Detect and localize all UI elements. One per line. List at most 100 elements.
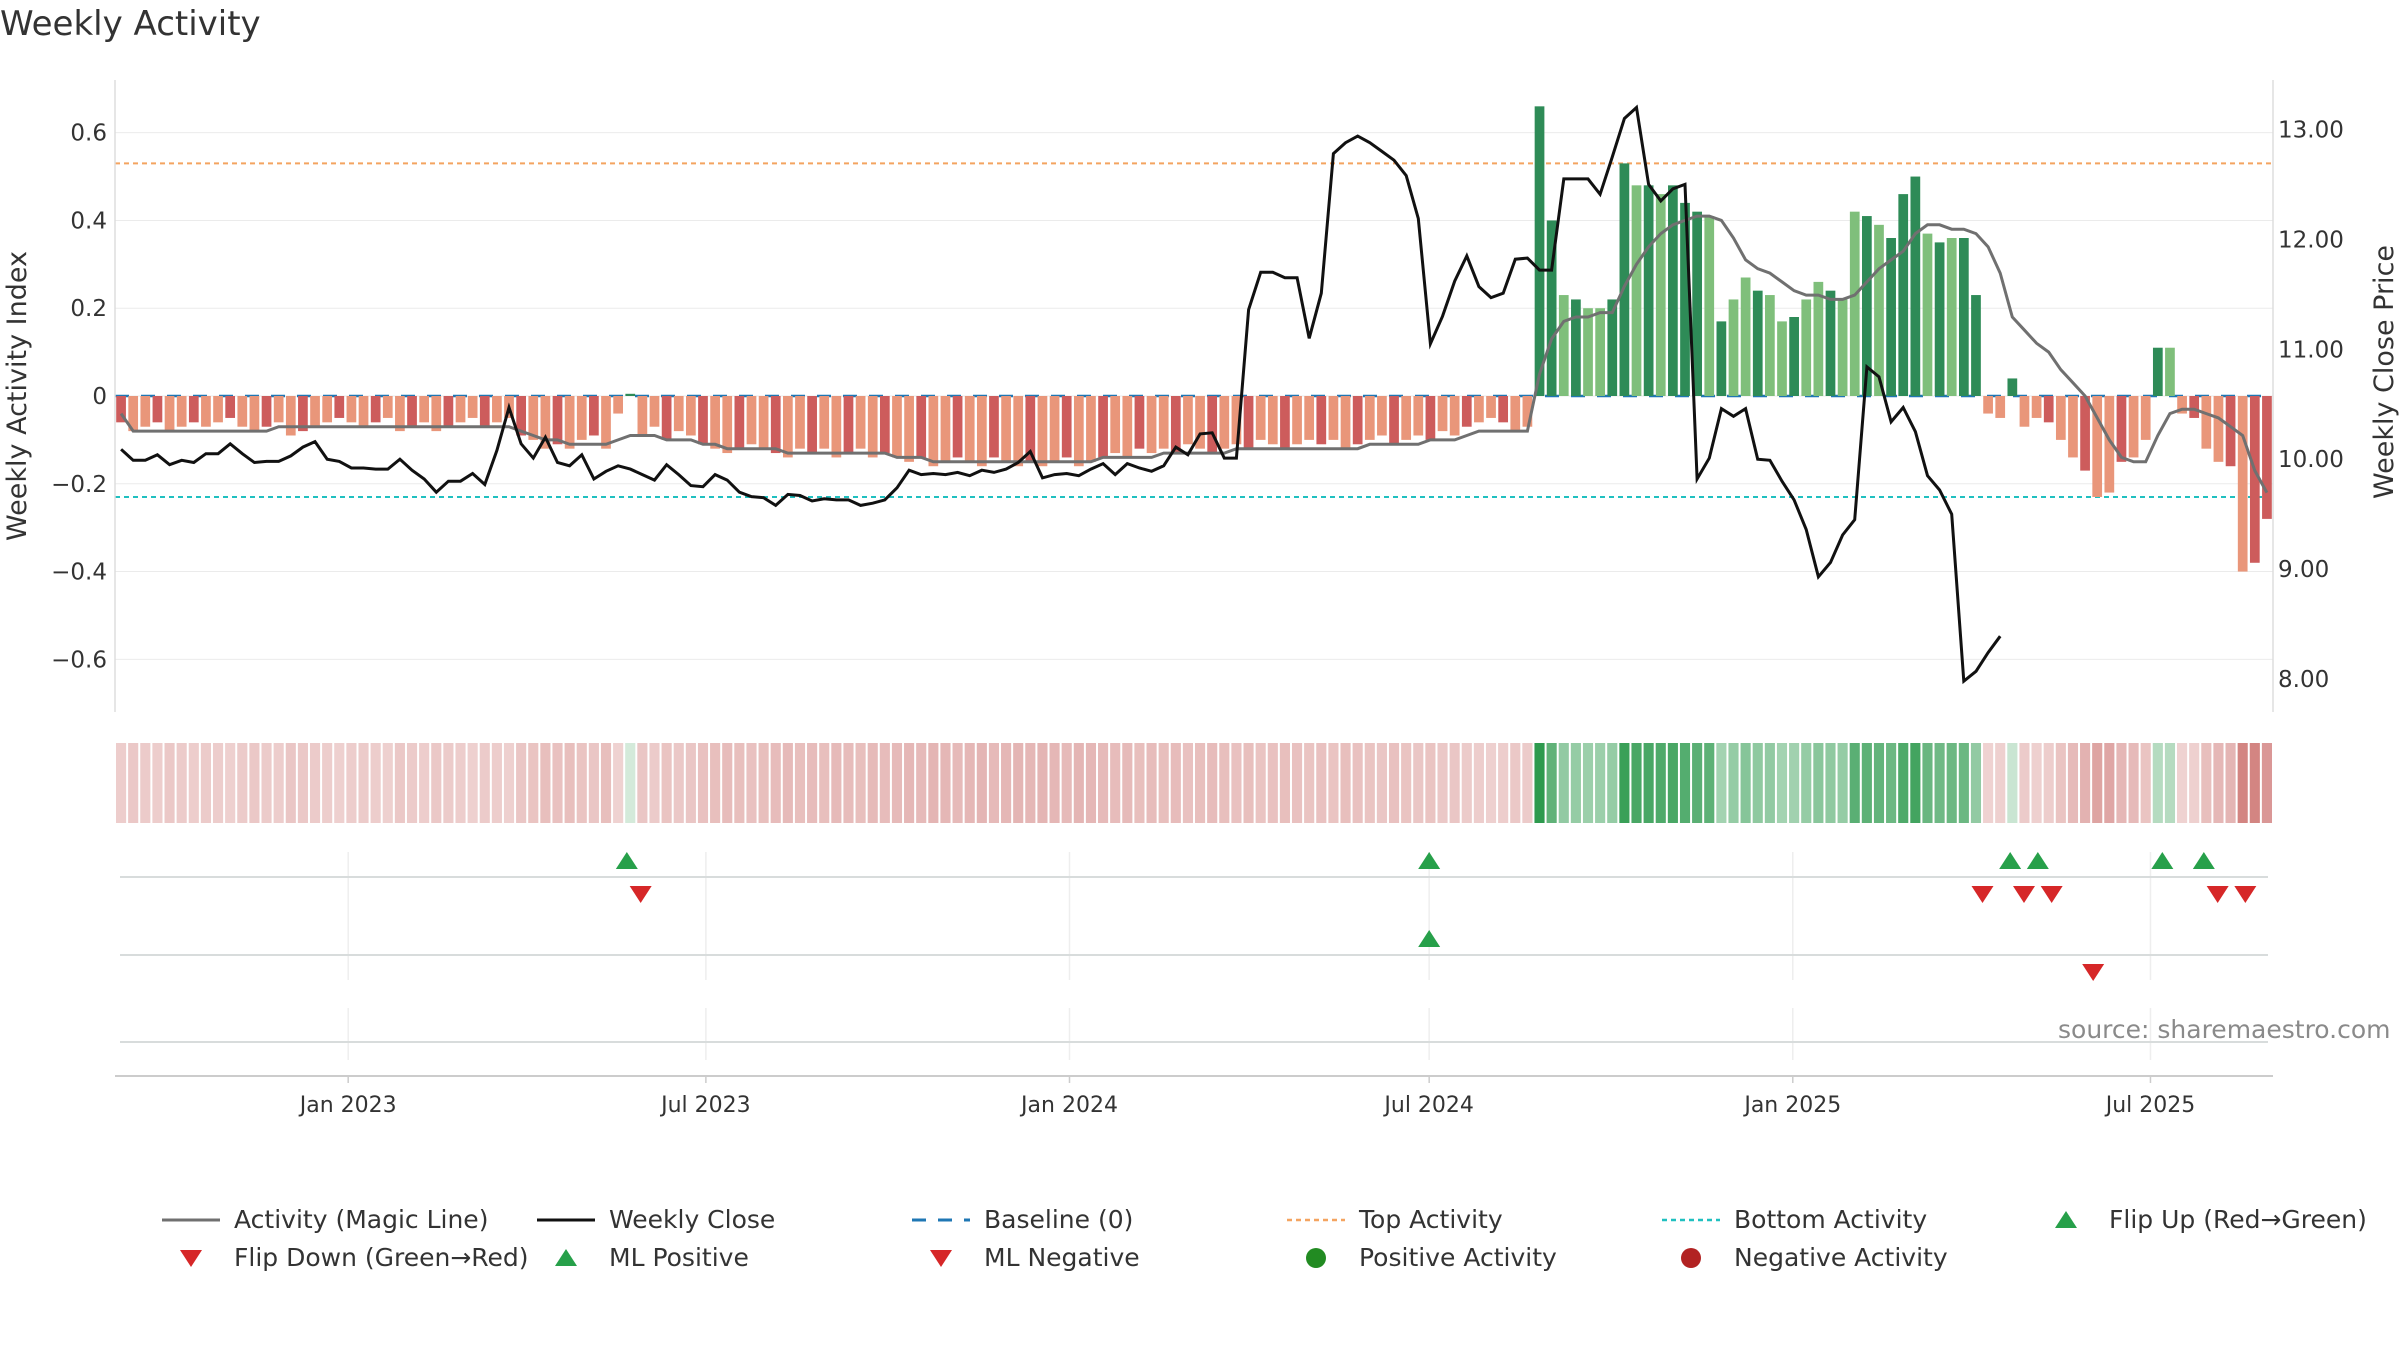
activity-strip-cell: [1498, 743, 1509, 823]
legend: Activity (Magic Line) Weekly Close Baselin…: [160, 1205, 2400, 1295]
activity-bar: [1328, 396, 1339, 440]
activity-strip-cell: [1401, 743, 1412, 823]
y2-axis-title: Weekly Close Price: [2369, 245, 2400, 499]
activity-bar: [1049, 396, 1060, 462]
activity-bar: [1183, 396, 1193, 445]
activity-bar: [2152, 347, 2163, 396]
activity-strip-cell: [1061, 743, 1072, 823]
activity-strip-cell: [2043, 743, 2054, 823]
activity-bar: [1352, 396, 1363, 445]
y-tick-label: −0.6: [51, 647, 107, 673]
activity-bar: [1122, 396, 1133, 458]
flip-up-marker: [1418, 852, 1441, 869]
activity-strip-cell: [140, 743, 151, 823]
activity-strip-cell: [455, 743, 466, 823]
activity-strip-cell: [1752, 743, 1763, 823]
activity-bar: [1280, 396, 1290, 449]
activity-strip-cell: [1437, 743, 1448, 823]
activity-bar: [734, 396, 745, 449]
activity-strip-cell: [1813, 743, 1824, 823]
activity-strip-cell: [1485, 743, 1497, 823]
activity-strip-cell: [2104, 743, 2115, 823]
activity-strip-cell: [1983, 743, 1994, 823]
activity-bar: [1571, 299, 1581, 396]
activity-bar: [237, 396, 248, 427]
activity-bar: [613, 396, 623, 414]
activity-bar: [164, 396, 175, 432]
activity-bar: [1377, 396, 1387, 436]
activity-bar: [116, 396, 126, 423]
activity-bar: [989, 396, 999, 458]
activity-bar: [770, 396, 781, 454]
activity-strip-cell: [1764, 743, 1775, 823]
activity-strip-cell: [2140, 743, 2151, 823]
triangle-up-green-icon: [535, 1245, 597, 1271]
activity-strip-cell: [212, 743, 224, 823]
circle-green-icon: [1285, 1245, 1347, 1271]
activity-strip-cell: [1898, 743, 1909, 823]
activity-bar: [1001, 396, 1011, 462]
activity-bar: [1789, 317, 1799, 396]
flip-up-marker: [1999, 852, 2022, 869]
activity-bar: [1534, 106, 1545, 396]
activity-bar: [1849, 211, 1860, 396]
activity-strip-cell: [1146, 743, 1157, 823]
activity-bar: [1146, 396, 1157, 454]
activity-strip-cell: [309, 743, 321, 823]
activity-bar: [576, 396, 587, 440]
activity-bar: [2225, 396, 2236, 467]
activity-strip-cell: [770, 743, 781, 823]
activity-bar: [1692, 211, 1702, 396]
activity-strip-cell: [1776, 743, 1788, 823]
activity-strip-cell: [1582, 743, 1594, 823]
activity-bar: [310, 396, 320, 427]
activity-strip-cell: [528, 743, 539, 823]
legend-label: Positive Activity: [1359, 1243, 1557, 1272]
activity-strip-cell: [2031, 743, 2042, 823]
activity-bar: [261, 396, 272, 427]
activity-bar: [831, 396, 842, 458]
activity-strip-cell: [1122, 743, 1133, 823]
activity-bar: [1704, 216, 1715, 396]
signal-markers: [120, 852, 2268, 1043]
activity-strip-cell: [988, 743, 1000, 823]
activity-bar: [1619, 163, 1630, 396]
activity-strip-cell: [1291, 743, 1303, 823]
activity-bar: [904, 396, 914, 462]
x-tick-label: Jan 2023: [298, 1093, 397, 1118]
activity-bar: [1837, 299, 1848, 396]
triangle-down-red-icon: [160, 1245, 222, 1271]
activity-bar: [1498, 396, 1509, 423]
activity-bar: [2237, 396, 2248, 572]
activity-bar: [1073, 396, 1084, 467]
activity-strip-cell: [576, 743, 587, 823]
activity-strip-cell: [1098, 743, 1109, 823]
x-tick-label: Jan 2025: [1742, 1093, 1841, 1118]
activity-bar: [1595, 308, 1606, 396]
activity-strip-cell: [1073, 743, 1084, 823]
activity-strip-cell: [394, 743, 405, 823]
x-tick-label: Jan 2024: [1019, 1093, 1118, 1118]
activity-strip-cell: [1110, 743, 1121, 823]
y-axis-title: Weekly Activity Index: [2, 251, 33, 541]
activity-strip-cell: [1534, 743, 1545, 823]
activity-strip-cell: [540, 743, 551, 823]
activity-strip-cell: [2128, 743, 2139, 823]
activity-strip-cell: [1861, 743, 1872, 823]
activity-bar: [795, 396, 805, 449]
activity-strip-cell: [649, 743, 660, 823]
activity-bar: [1607, 299, 1618, 396]
activity-strip-cell: [2213, 743, 2224, 823]
activity-bar: [492, 396, 502, 423]
activity-bar: [1158, 396, 1169, 449]
activity-strip-cell: [152, 743, 163, 823]
activity-bar: [1825, 290, 1836, 396]
activity-bar: [1316, 396, 1327, 445]
activity-bar: [661, 396, 672, 440]
activity-strip-cell: [1170, 743, 1181, 823]
activity-bar: [516, 396, 527, 436]
activity-bar: [552, 396, 563, 445]
activity-strip-cell: [879, 743, 890, 823]
activity-strip-cell: [1352, 743, 1363, 823]
activity-strip-cell: [1473, 743, 1484, 823]
